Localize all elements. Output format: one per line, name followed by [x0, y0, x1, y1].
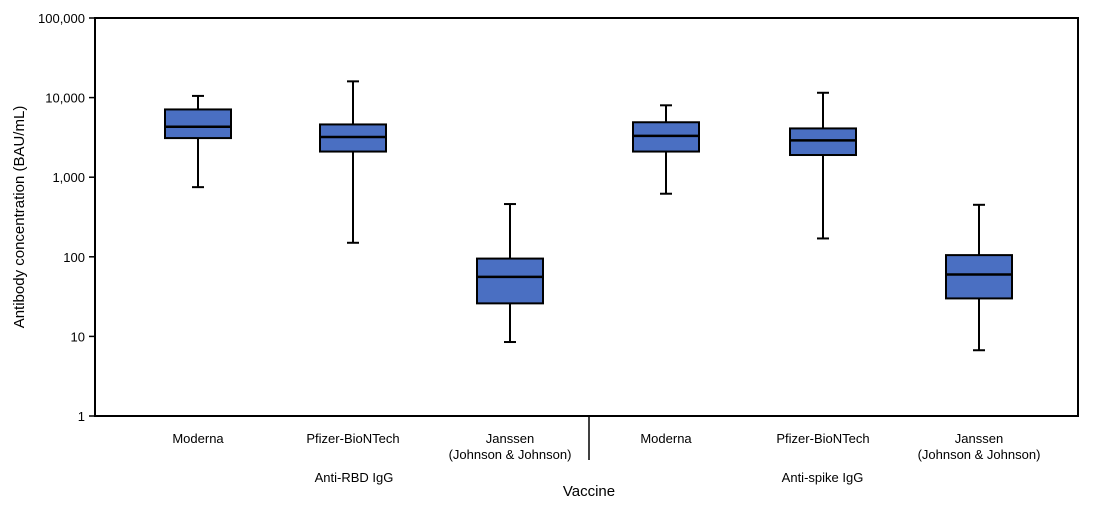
iqr-box: [476, 257, 544, 305]
y-tick-label: 10: [71, 329, 85, 344]
box-pfizer-biontech: [789, 91, 857, 240]
category-label: Janssen: [486, 431, 534, 446]
y-tick-label: 1,000: [52, 170, 85, 185]
iqr-box: [789, 127, 857, 157]
category-label: Pfizer-BioNTech: [306, 431, 399, 446]
category-label: Moderna: [172, 431, 224, 446]
plot-area-frame: [94, 17, 1079, 417]
box-pfizer-biontech: [319, 80, 387, 244]
category-label: (Johnson & Johnson): [449, 447, 572, 462]
category-label: (Johnson & Johnson): [918, 447, 1041, 462]
box-janssen: [476, 203, 544, 344]
category-label: Janssen: [955, 431, 1003, 446]
y-axis-title: Antibody concentration (BAU/mL): [11, 106, 28, 329]
x-axis-title: Vaccine: [563, 483, 615, 500]
iqr-box: [945, 254, 1013, 300]
y-tick-label: 10,000: [45, 91, 85, 106]
category-label: Moderna: [640, 431, 692, 446]
y-tick-label: 1: [78, 409, 85, 424]
box-moderna: [632, 104, 700, 195]
group-label: Anti-RBD IgG: [315, 470, 394, 485]
group-label: Anti-spike IgG: [782, 470, 864, 485]
y-tick-label: 100,000: [38, 11, 85, 26]
box-janssen: [945, 203, 1013, 352]
box-moderna: [164, 94, 232, 189]
iqr-box: [164, 108, 232, 140]
y-tick-label: 100: [63, 250, 85, 265]
category-label: Pfizer-BioNTech: [776, 431, 869, 446]
